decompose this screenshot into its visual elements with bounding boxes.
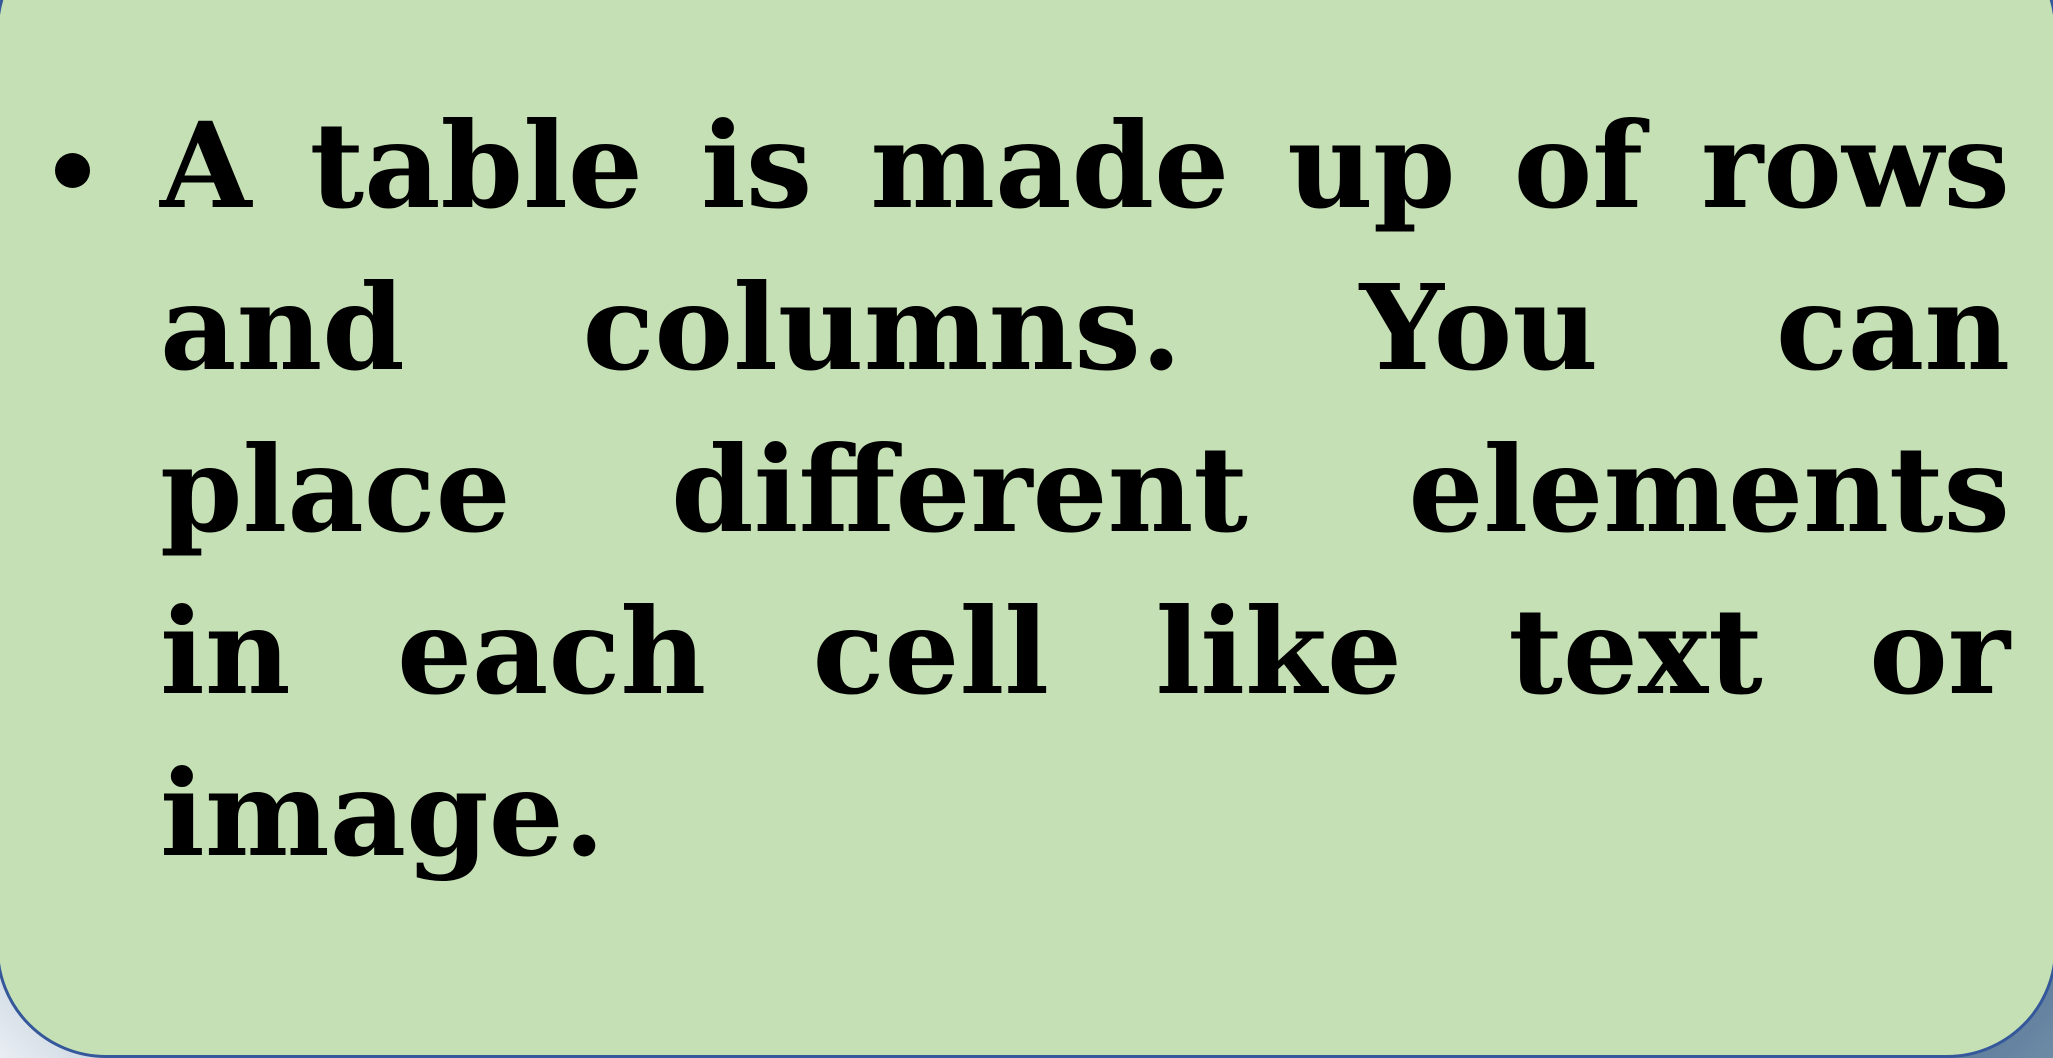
- word: up: [1287, 96, 1456, 235]
- word: made: [870, 96, 1230, 235]
- word: can: [1775, 258, 2010, 397]
- word: and: [160, 258, 405, 397]
- word: elements: [1408, 420, 2010, 559]
- word: You: [1359, 258, 1599, 397]
- word: each: [396, 582, 707, 721]
- word: of: [1513, 96, 1644, 235]
- text-line-5: image.: [160, 733, 2010, 895]
- text-line-4: in each cell like text or: [160, 571, 2010, 733]
- word: rows: [1701, 96, 2010, 235]
- word: text: [1508, 582, 1763, 721]
- word: is: [701, 96, 813, 235]
- word: in: [160, 582, 291, 721]
- text-line-3: place different elements: [160, 409, 2010, 571]
- word: A: [160, 96, 252, 235]
- text-line-2: and columns. You can: [160, 247, 2010, 409]
- word: or: [1869, 582, 2010, 721]
- bullet-item: A table is made up of rows and columns. …: [0, 85, 2053, 985]
- word: place: [160, 420, 511, 559]
- word: table: [309, 96, 643, 235]
- bullet-text: A table is made up of rows and columns. …: [160, 85, 2010, 945]
- word: like: [1155, 582, 1402, 721]
- word: cell: [812, 582, 1050, 721]
- text-line-1: A table is made up of rows: [160, 85, 2010, 247]
- bullet-dot-icon: [55, 153, 90, 188]
- word: image.: [160, 744, 605, 883]
- word: different: [671, 420, 1248, 559]
- word: columns.: [582, 258, 1182, 397]
